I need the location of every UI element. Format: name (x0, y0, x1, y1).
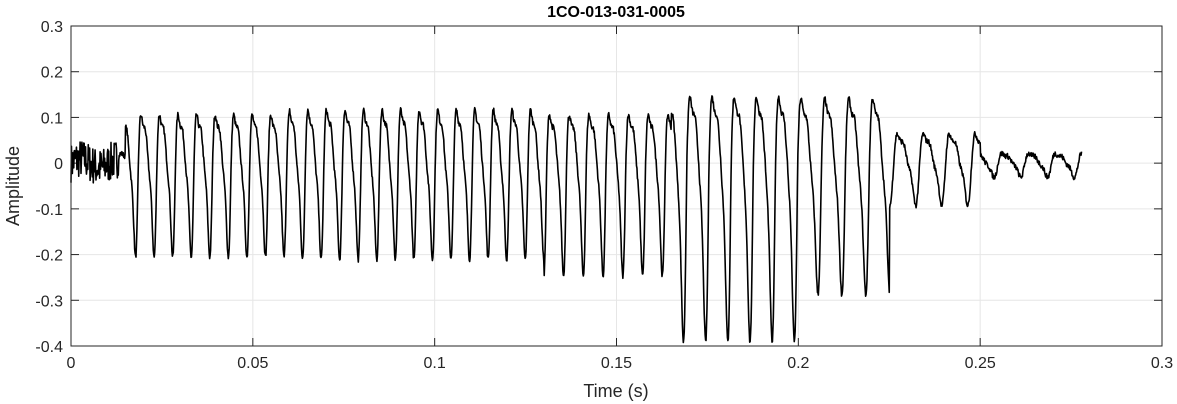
y-tick-label: -0.4 (35, 339, 63, 356)
x-tick-label: 0.25 (965, 355, 996, 372)
x-tick-label: 0.05 (237, 355, 268, 372)
x-tick-label: 0 (67, 355, 76, 372)
x-tick-label: 0.2 (787, 355, 809, 372)
waveform-series-line (70, 95, 1083, 344)
x-axis-label: Time (s) (583, 381, 648, 401)
series-layer (70, 95, 1083, 344)
x-tick-label: 0.15 (601, 355, 632, 372)
plot-frame (70, 25, 1163, 347)
y-axis-label: Amplitude (3, 146, 23, 226)
x-tick-label: 0.3 (1151, 355, 1173, 372)
chart-title: 1CO-013-031-0005 (547, 4, 685, 21)
y-tick-label: -0.2 (35, 248, 63, 265)
y-tick-label: 0.1 (41, 110, 63, 127)
y-tick-label: 0 (54, 156, 63, 173)
tick-labels: 0 0.05 0.1 0.15 0.2 0.25 0.3 -0.4 -0.3 -0.2 -0.1 0 0… (35, 19, 1173, 372)
y-tick-label: -0.1 (35, 202, 63, 219)
x-tick-label: 0.1 (424, 355, 446, 372)
grid (70, 25, 1163, 347)
y-tick-label: 0.3 (41, 19, 63, 36)
y-tick-label: 0.2 (41, 65, 63, 82)
y-tick-label: -0.3 (35, 293, 63, 310)
